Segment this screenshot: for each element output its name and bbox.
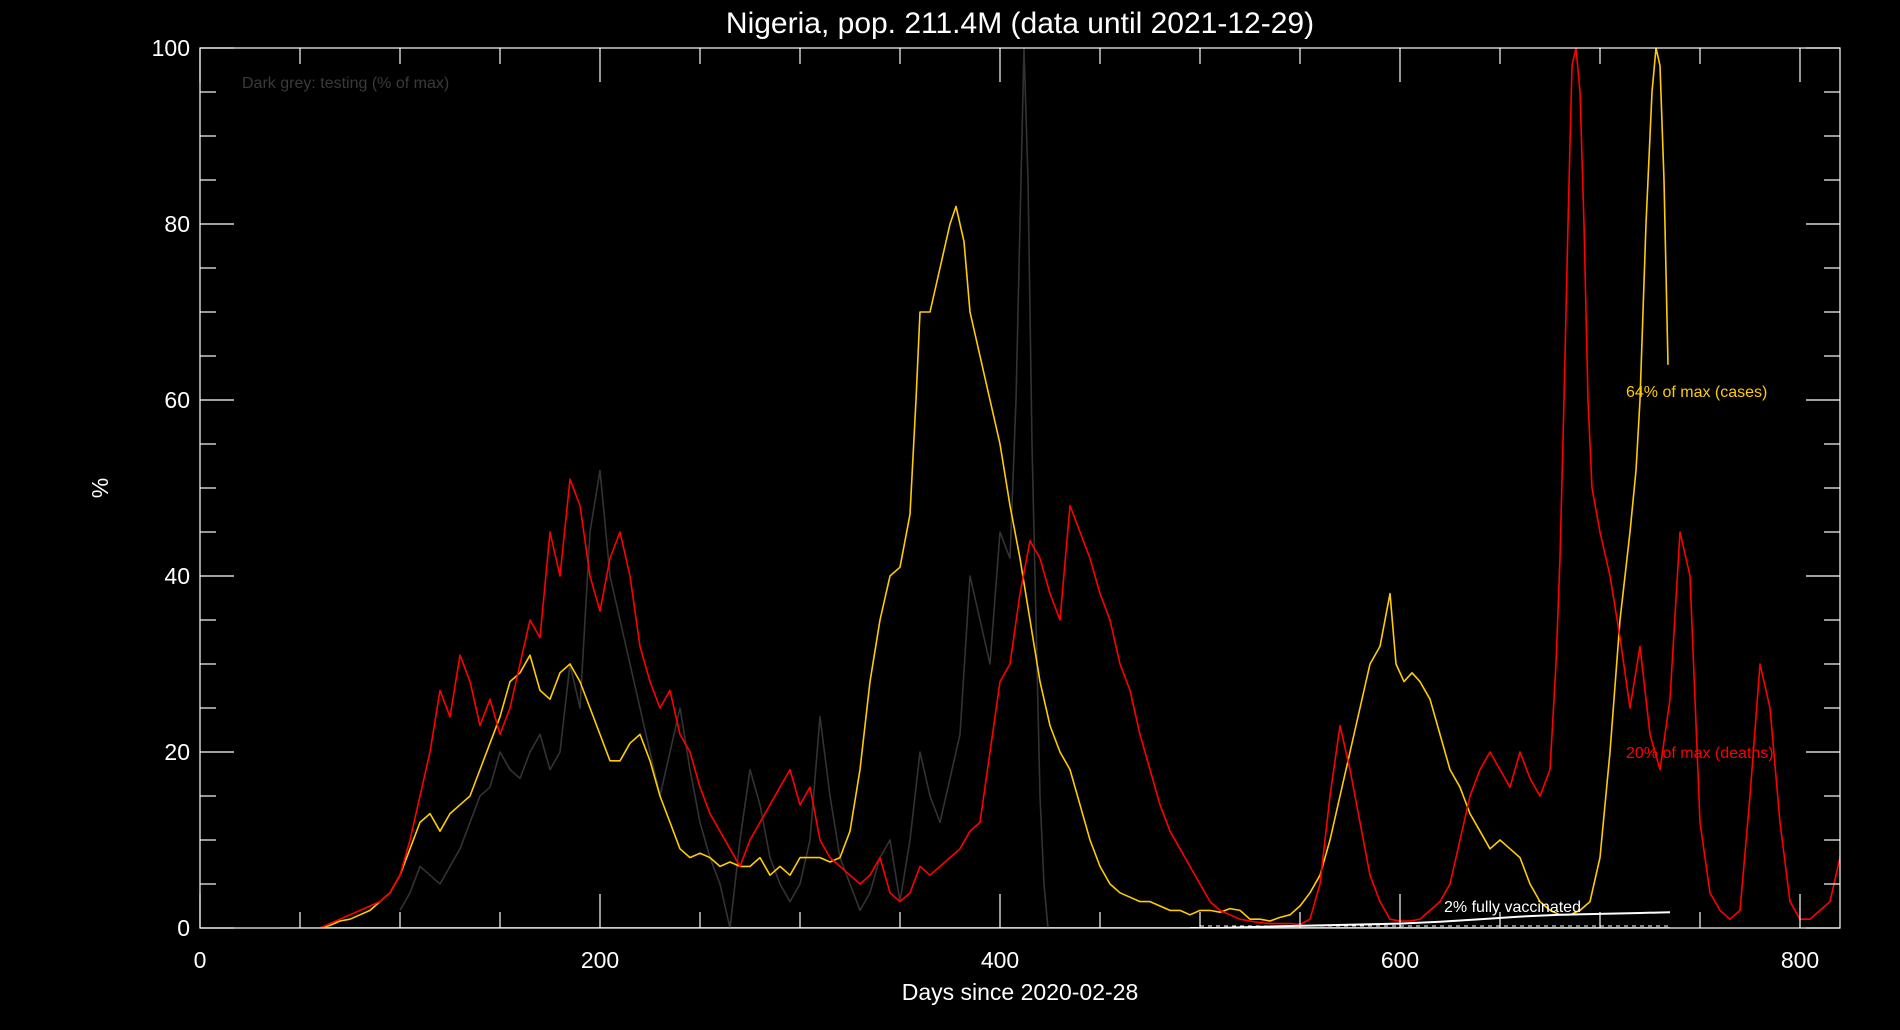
x-tick-label: 800: [1781, 947, 1819, 973]
y-tick-label: 20: [164, 739, 190, 765]
data-layer: [280, 48, 1840, 928]
plot-frame: [199, 47, 1841, 929]
x-tick-label: 200: [581, 947, 619, 973]
y-tick-label: 40: [164, 563, 190, 589]
series-line-cases: [319, 48, 1669, 928]
series-line-vaccinated: [1190, 911, 1671, 928]
y-tick-label: 60: [164, 387, 190, 413]
chart-title: Nigeria, pop. 211.4M (data until 2021-12…: [726, 7, 1314, 40]
annotation-label: 64% of max (cases): [1626, 384, 1767, 401]
annotation-label: 20% of max (deaths): [1626, 745, 1774, 762]
x-axis-label: Days since 2020-02-28: [902, 979, 1139, 1005]
y-tick-label: 100: [152, 35, 190, 61]
x-tick-label: 0: [194, 947, 207, 973]
y-tick-label: 80: [164, 211, 190, 237]
annotations-layer: 64% of max (cases) 20% of max (deaths) 2% …: [1444, 384, 1774, 916]
ticks-layer: 0 200 400 600 800 0 20 40 60 80 100: [152, 35, 1840, 973]
y-tick-label: 0: [177, 915, 190, 941]
series-line-deaths: [280, 48, 1840, 928]
testing-note: Dark grey: testing (% of max): [242, 75, 449, 92]
x-tick-label: 400: [981, 947, 1019, 973]
y-axis-label: %: [87, 478, 113, 498]
series-line-testing: [399, 48, 1049, 928]
x-tick-label: 600: [1381, 947, 1419, 973]
annotation-label: 2% fully vaccinated: [1444, 899, 1581, 916]
